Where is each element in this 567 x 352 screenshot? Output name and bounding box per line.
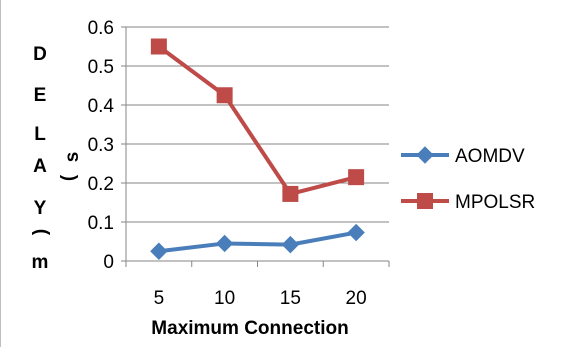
legend-label-mpolsr: MPOLSR xyxy=(455,192,535,213)
y-label-paren-close: ) xyxy=(30,229,51,235)
y-tick-labels: 0 0.1 0.2 0.3 0.4 0.5 0.6 xyxy=(88,18,115,273)
y-label-unit-m: m xyxy=(32,252,49,273)
gridlines xyxy=(126,26,389,223)
y-tick-label: 0.1 xyxy=(88,213,114,234)
data-point-aomdv xyxy=(215,234,234,253)
data-point-mpolsr xyxy=(216,87,233,104)
legend-label-aomdv: AOMDV xyxy=(455,146,525,167)
y-label-letter: D xyxy=(33,44,47,65)
legend-marker-aomdv xyxy=(416,146,434,164)
data-point-aomdv xyxy=(347,223,365,242)
x-tick-label: 15 xyxy=(280,288,301,309)
y-label-letter: L xyxy=(34,124,46,145)
y-tick-label: 0.3 xyxy=(88,135,114,156)
x-tick-label: 5 xyxy=(154,288,165,309)
series-line-mpolsr xyxy=(157,44,357,196)
y-label-paren-open: ( xyxy=(58,174,79,181)
y-tick-label: 0.4 xyxy=(88,96,115,117)
series-group xyxy=(150,38,365,260)
legend: AOMDV MPOLSR xyxy=(401,146,535,213)
y-tick-label: 0 xyxy=(103,252,114,273)
data-point-aomdv xyxy=(281,235,300,254)
data-point-aomdv xyxy=(150,242,168,260)
y-label-letter: A xyxy=(33,156,47,177)
x-tick-label: 20 xyxy=(346,288,367,309)
y-tick-label: 0.2 xyxy=(88,174,114,195)
series-line-aomdv xyxy=(158,230,357,254)
y-label-letter: E xyxy=(34,85,47,106)
data-point-mpolsr xyxy=(282,185,299,202)
y-label-unit-s: s xyxy=(62,152,83,163)
y-label-letter: Y xyxy=(34,198,47,219)
x-tick-label: 10 xyxy=(214,288,235,309)
x-axis-label: Maximum Connection xyxy=(151,318,348,339)
data-point-mpolsr xyxy=(150,38,167,55)
data-point-mpolsr xyxy=(348,169,365,186)
x-tick-labels: 5 10 15 20 xyxy=(154,288,367,309)
y-tick-label: 0.5 xyxy=(88,57,114,78)
y-tick-label: 0.6 xyxy=(88,18,114,39)
axes xyxy=(121,26,390,267)
legend-marker-mpolsr xyxy=(417,193,433,209)
